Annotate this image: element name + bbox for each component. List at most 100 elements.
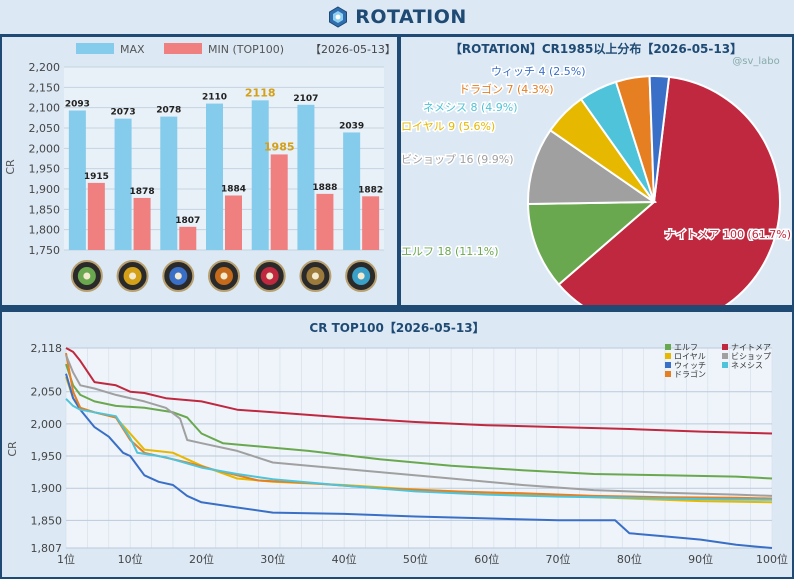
cr-distribution-pie-panel: 【ROTATION】CR1985以上分布【2026-05-13】 @sv_lab…	[400, 37, 793, 329]
max-min-bar-panel: MAX MIN (TOP100) 【2026-05-13】 CR 1,750 1,…	[2, 37, 397, 305]
line-y-tick-label: 1,950	[31, 450, 63, 463]
rune-class-icon	[162, 260, 195, 292]
line-y-axis-label: CR	[6, 441, 19, 457]
min-bar-haven	[316, 193, 334, 250]
line-y-tick-label: 2,118	[31, 342, 63, 355]
pie-label-nightmare: ナイトメア 100 (61.7%)	[664, 228, 791, 241]
legend-label-1: ロイヤル	[674, 352, 706, 361]
line-series-4	[65, 347, 773, 435]
pie-label-nemesis: ネメシス 8 (4.9%)	[423, 101, 518, 114]
max-bar-haven	[297, 104, 315, 250]
max-min-bar-chart: MAX MIN (TOP100) 【2026-05-13】 CR 1,750 1,…	[4, 43, 396, 292]
legend-swatch-1	[665, 353, 671, 359]
max-value-sword: 2073	[111, 108, 136, 118]
legend-swatch-0	[665, 344, 671, 350]
legend-label-6: ネメシス	[731, 361, 763, 370]
line-x-tick-label: 80位	[617, 552, 642, 566]
legend-max-swatch	[76, 43, 114, 54]
max-value-haven: 2107	[293, 94, 318, 104]
dragon-class-icon	[208, 260, 240, 292]
bar-y-tick-label: 1,900	[29, 183, 61, 196]
line-series-2	[65, 373, 773, 549]
max-bar-abyss	[251, 100, 269, 250]
line-x-tick-label: 10位	[118, 552, 143, 566]
pie-slice-bishop	[527, 128, 658, 205]
line-y-tick-label: 2,000	[31, 418, 63, 431]
legend-swatch-6	[722, 362, 728, 368]
bar-chart-date: 【2026-05-13】	[310, 43, 396, 56]
min-value-forest: 1915	[84, 172, 109, 182]
legend-label-2: ウィッチ	[674, 361, 706, 370]
legend-label-5: ビショップ	[731, 352, 771, 361]
max-bar-portal	[343, 132, 361, 250]
max-bar-sword	[114, 118, 132, 250]
pie-slice-elf	[527, 200, 657, 286]
max-value-rune: 2078	[156, 106, 181, 116]
max-value-dragon: 2110	[202, 93, 227, 103]
max-bar-dragon	[206, 103, 223, 250]
line-y-tick-label: 1,850	[31, 514, 63, 527]
min-value-sword: 1878	[130, 187, 155, 197]
legend-max-label: MAX	[120, 43, 145, 56]
pie-label-witch: ウィッチ 4 (2.5%)	[491, 65, 586, 78]
bar-y-axis-label: CR	[4, 159, 17, 175]
watermark: @sv_labo	[732, 56, 780, 67]
portal-class-icon	[345, 260, 378, 292]
line-series-5	[65, 354, 773, 497]
line-x-tick-label: 30位	[260, 552, 285, 566]
pie-label-elf: エルフ 18 (11.1%)	[401, 245, 499, 258]
bar-y-tick-label: 1,850	[29, 203, 61, 216]
max-value-forest: 2093	[65, 100, 90, 110]
min-bar-rune	[179, 226, 197, 250]
sword-class-icon	[116, 260, 149, 292]
pie-label-royal: ロイヤル 9 (5.6%)	[401, 120, 495, 133]
bar-y-tick-label: 2,200	[29, 61, 61, 74]
max-bar-forest	[68, 110, 86, 250]
min-value-haven: 1888	[312, 183, 337, 193]
bar-y-tick-label: 2,000	[29, 142, 61, 155]
line-y-tick-label: 2,050	[31, 386, 63, 399]
bar-y-tick-label: 1,800	[29, 224, 61, 237]
page-header: ROTATION	[0, 0, 794, 34]
line-series-0	[65, 363, 773, 480]
legend-swatch-5	[722, 353, 728, 359]
line-x-tick-label: 100位	[756, 552, 788, 566]
min-bar-forest	[87, 182, 105, 250]
pie-label-bishop: ビショップ 16 (9.9%)	[401, 153, 514, 166]
line-x-tick-label: 70位	[546, 552, 571, 566]
min-bar-dragon	[225, 195, 242, 250]
pie-title: 【ROTATION】CR1985以上分布【2026-05-13】	[450, 41, 742, 56]
line-series-6	[65, 398, 773, 501]
line-x-tick-label: 20位	[189, 552, 214, 566]
legend-swatch-4	[722, 344, 728, 350]
legend-label-3: ドラゴン	[674, 369, 706, 379]
legend-min-label: MIN (TOP100)	[208, 43, 284, 56]
max-value-portal: 2039	[339, 121, 364, 131]
max-bar-rune	[160, 116, 178, 250]
line-x-tick-label: 60位	[474, 552, 499, 566]
cr-top100-line-chart: CR TOP100【2026-05-13】 CR 1,807 1,850 1,900…	[6, 320, 788, 566]
line-x-tick-label: 1位	[57, 552, 75, 566]
min-value-portal: 1882	[358, 185, 383, 195]
legend-swatch-3	[665, 371, 671, 377]
line-y-tick-label: 1,807	[31, 542, 63, 555]
min-value-rune: 1807	[175, 216, 200, 226]
line-y-tick-label: 1,900	[31, 482, 63, 495]
bar-y-tick-label: 2,100	[29, 102, 61, 115]
min-bar-portal	[362, 196, 380, 250]
min-bar-abyss	[270, 154, 288, 250]
line-title: CR TOP100【2026-05-13】	[309, 320, 484, 335]
legend-swatch-2	[665, 362, 671, 368]
legend-min-swatch	[164, 43, 202, 54]
pie-slice-witch	[648, 75, 671, 203]
line-x-tick-label: 90位	[688, 552, 713, 566]
line-x-tick-label: 40位	[332, 552, 357, 566]
min-value-abyss: 1985	[264, 140, 295, 153]
haven-class-icon	[299, 260, 332, 292]
max-value-abyss: 2118	[245, 86, 276, 99]
rotation-emblem-icon	[329, 6, 348, 28]
abyss-class-icon	[253, 260, 286, 292]
legend-label-4: ナイトメア	[731, 343, 771, 352]
legend-label-0: エルフ	[674, 343, 698, 352]
bar-y-tick-label: 2,150	[29, 81, 61, 94]
